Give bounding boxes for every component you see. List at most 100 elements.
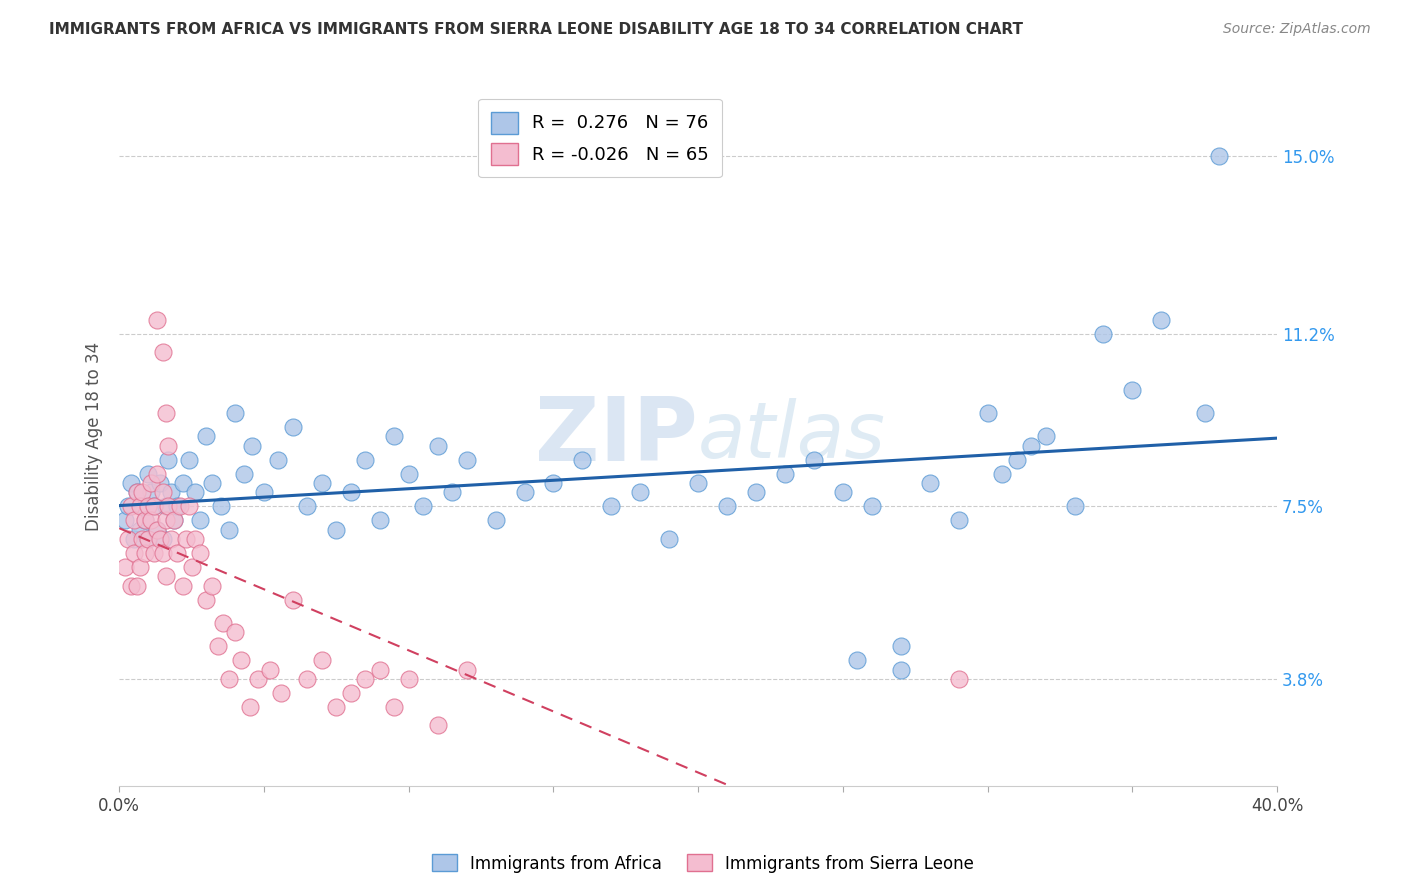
Point [163,513,186,527]
Point [149,532,172,546]
Point [155,406,177,420]
Point [1208,149,1230,163]
Point [139,475,162,490]
Point [382,699,405,714]
Text: Source: ZipAtlas.com: Source: ZipAtlas.com [1223,22,1371,37]
Point [1092,326,1115,341]
Point [114,560,136,574]
Text: IMMIGRANTS FROM AFRICA VS IMMIGRANTS FROM SIERRA LEONE DISABILITY AGE 18 TO 34 C: IMMIGRANTS FROM AFRICA VS IMMIGRANTS FRO… [49,22,1024,37]
Point [229,653,252,667]
Point [398,467,420,481]
Point [125,485,148,500]
Point [139,485,162,500]
Point [513,485,536,500]
Point [146,523,169,537]
Point [160,532,183,546]
Point [201,475,224,490]
Point [948,672,970,686]
Point [120,475,142,490]
Point [157,439,180,453]
Point [218,672,240,686]
Point [177,452,200,467]
Point [247,672,270,686]
Point [281,592,304,607]
Point [1019,439,1042,453]
Point [456,663,478,677]
Point [122,546,145,560]
Point [628,485,651,500]
Point [571,452,593,467]
Point [846,653,869,667]
Point [128,523,150,537]
Legend: R =  0.276   N = 76, R = -0.026   N = 65: R = 0.276 N = 76, R = -0.026 N = 65 [478,99,721,178]
Point [398,672,420,686]
Text: ZIP: ZIP [536,392,699,480]
Point [143,500,166,514]
Point [890,639,912,653]
Point [716,500,738,514]
Point [918,475,941,490]
Point [832,485,855,500]
Point [143,500,166,514]
Point [1194,406,1216,420]
Point [146,467,169,481]
Point [948,513,970,527]
Point [155,500,177,514]
Point [224,625,246,640]
Point [172,475,194,490]
Point [1121,383,1143,397]
Point [131,500,153,514]
Point [166,500,188,514]
Point [860,500,883,514]
Point [152,345,174,359]
Point [340,485,363,500]
Point [134,546,156,560]
Point [484,513,506,527]
Point [311,653,333,667]
Point [134,513,156,527]
Point [183,485,205,500]
Point [1035,429,1057,443]
Point [128,560,150,574]
Point [160,485,183,500]
Point [991,467,1014,481]
Point [166,546,188,560]
Point [117,532,139,546]
Point [209,500,232,514]
Point [155,513,177,527]
Point [157,452,180,467]
Point [120,500,142,514]
Point [253,485,276,500]
Point [803,452,825,467]
Point [125,578,148,592]
Point [114,513,136,527]
Point [195,429,218,443]
Point [169,500,191,514]
Point [441,485,464,500]
Point [136,532,159,546]
Point [157,500,180,514]
Point [163,513,186,527]
Point [122,513,145,527]
Point [238,699,260,714]
Point [890,663,912,677]
Point [117,500,139,514]
Point [297,672,319,686]
Y-axis label: Disability Age 18 to 34: Disability Age 18 to 34 [86,342,103,531]
Point [412,500,434,514]
Legend: Immigrants from Africa, Immigrants from Sierra Leone: Immigrants from Africa, Immigrants from … [425,847,981,880]
Point [543,475,565,490]
Point [368,663,391,677]
Point [212,615,235,630]
Point [207,639,229,653]
Point [297,500,319,514]
Point [180,560,202,574]
Point [188,546,211,560]
Point [267,452,290,467]
Point [218,523,240,537]
Point [131,485,153,500]
Point [143,546,166,560]
Point [152,532,174,546]
Point [745,485,768,500]
Point [368,513,391,527]
